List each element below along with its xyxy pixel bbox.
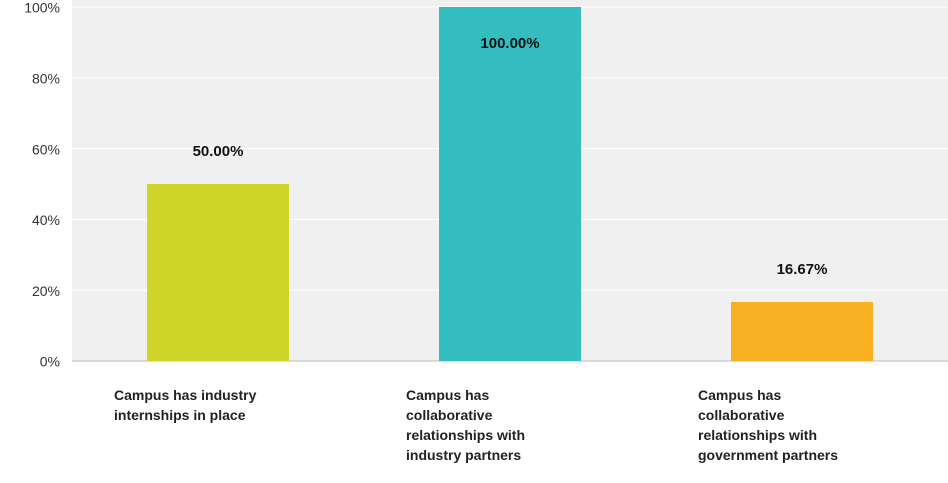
y-tick-label: 0%	[40, 354, 60, 370]
x-tick-label: Campus has collaborative relationships w…	[698, 387, 839, 463]
value-label: 16.67%	[777, 261, 828, 278]
bar	[439, 7, 581, 361]
value-label: 100.00%	[480, 35, 539, 52]
x-tick-label-box: Campus has industry internships in place	[114, 387, 257, 423]
y-tick-label: 20%	[32, 283, 60, 299]
value-label: 50.00%	[193, 143, 244, 160]
y-tick-label: 60%	[32, 141, 60, 157]
x-tick-label: Campus has industry internships in place	[114, 387, 257, 423]
x-tick-label-box: Campus has collaborative relationships w…	[698, 387, 839, 463]
x-tick-label: Campus has collaborative relationships w…	[406, 387, 526, 463]
y-tick-label: 40%	[32, 212, 60, 228]
y-tick-label: 80%	[32, 71, 60, 87]
bar	[147, 184, 289, 361]
bar	[731, 301, 873, 361]
y-tick-label: 100%	[24, 0, 60, 16]
x-tick-label-box: Campus has collaborative relationships w…	[406, 387, 526, 463]
